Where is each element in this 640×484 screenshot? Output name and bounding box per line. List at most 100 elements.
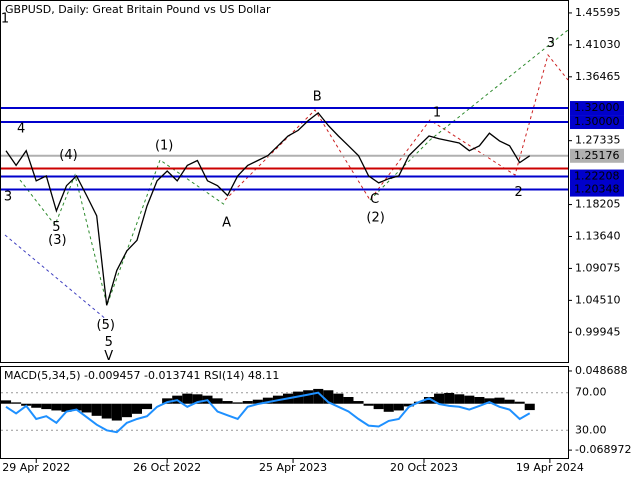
y-tick-label: 1.27335 bbox=[575, 134, 621, 147]
y-tick-label: 1.13640 bbox=[575, 229, 621, 242]
y-tick-label: 1.18205 bbox=[575, 198, 621, 211]
macd-bar bbox=[11, 402, 22, 404]
macd-bar bbox=[1, 400, 12, 404]
y-tick-label: 1.04510 bbox=[575, 293, 621, 306]
x-tick-label: 26 Oct 2022 bbox=[133, 461, 201, 474]
macd-bar bbox=[323, 390, 334, 404]
macd-bar bbox=[454, 394, 465, 404]
level-label: 1.30000 bbox=[574, 115, 620, 128]
wave-label: A bbox=[222, 215, 231, 230]
level-label: 1.22208 bbox=[574, 170, 620, 183]
wave-label: C bbox=[370, 192, 379, 207]
macd-bar bbox=[393, 403, 404, 411]
wave-label: (5) bbox=[97, 318, 115, 333]
wave-label: 2 bbox=[515, 185, 523, 200]
macd-bar bbox=[111, 403, 122, 421]
macd-bar bbox=[373, 403, 384, 410]
y-tick-label: 1.09075 bbox=[575, 261, 621, 274]
wave-label: 1 bbox=[1, 12, 9, 27]
wave-label: (4) bbox=[59, 148, 77, 163]
y-tick-label: 0.99945 bbox=[575, 325, 621, 338]
y-tick-label: 1.36465 bbox=[575, 70, 621, 83]
macd-bar bbox=[192, 394, 203, 404]
wave-label: V bbox=[104, 349, 113, 364]
wave-label: (2) bbox=[366, 210, 384, 225]
macd-bar bbox=[444, 392, 455, 404]
macd-bar bbox=[61, 403, 72, 412]
wave-label: 5 bbox=[105, 335, 113, 350]
macd-bar bbox=[363, 403, 374, 406]
wave-line bbox=[4, 234, 108, 321]
level-label: 1.25176 bbox=[574, 149, 620, 162]
macd-bar bbox=[343, 396, 354, 404]
wave-label: (3) bbox=[48, 233, 66, 248]
macd-bar bbox=[242, 401, 253, 404]
macd-bar bbox=[434, 393, 445, 404]
wave-line bbox=[369, 29, 569, 201]
x-tick-label: 19 Apr 2024 bbox=[516, 461, 584, 474]
macd-bar bbox=[464, 395, 475, 404]
y2-tick-label: -0.068972 bbox=[575, 443, 631, 456]
macd-bar bbox=[232, 402, 243, 404]
macd-bar bbox=[182, 393, 193, 404]
wave-label: 3 bbox=[4, 189, 12, 204]
x-tick-label: 25 Apr 2023 bbox=[259, 461, 327, 474]
level-box bbox=[570, 169, 624, 184]
wave-label: B bbox=[313, 89, 322, 104]
macd-bar bbox=[353, 401, 364, 404]
macd-bar bbox=[212, 398, 223, 404]
indicator-title: MACD(5,34,5) -0.009457 -0.013741 RSI(14)… bbox=[4, 369, 279, 382]
y-tick-label: 1.45595 bbox=[575, 6, 621, 19]
macd-bar bbox=[222, 401, 233, 404]
macd-bar bbox=[162, 398, 173, 404]
wave-lines bbox=[4, 29, 569, 321]
price-panel bbox=[0, 0, 569, 363]
macd-bar bbox=[474, 396, 485, 404]
wave-label: 3 bbox=[547, 36, 555, 51]
macd-bar bbox=[303, 390, 314, 404]
macd-bar bbox=[313, 388, 324, 404]
macd-bar bbox=[504, 399, 515, 404]
macd-bar bbox=[423, 396, 435, 404]
macd-bar bbox=[524, 403, 535, 411]
wave-label: (1) bbox=[155, 138, 173, 153]
x-tick-label: 20 Oct 2023 bbox=[390, 461, 458, 474]
chart-title: GBPUSD, Daily: Great Britain Pound vs US… bbox=[5, 3, 271, 16]
macd-bar bbox=[31, 403, 42, 408]
macd-bar bbox=[494, 397, 505, 404]
rsi-line bbox=[5, 391, 531, 434]
macd-bar bbox=[514, 401, 525, 404]
macd-bar bbox=[121, 403, 132, 418]
level-box bbox=[570, 115, 624, 130]
wave-label: 5 bbox=[52, 220, 60, 235]
wave-label: 4 bbox=[17, 122, 25, 137]
y-tick-label: 30.00 bbox=[575, 423, 607, 436]
level-box bbox=[570, 182, 624, 197]
macd-bar bbox=[403, 403, 414, 407]
y-tick-label: 1.41030 bbox=[575, 38, 621, 51]
y-tick-label: 70.00 bbox=[575, 386, 607, 399]
macd-bar bbox=[51, 403, 62, 411]
macd-bar bbox=[333, 393, 344, 404]
wave-label: 1 bbox=[433, 105, 441, 120]
macd-bar bbox=[293, 391, 304, 404]
macd-bar bbox=[262, 397, 273, 404]
level-label: 1.32000 bbox=[574, 101, 620, 114]
macd-bar bbox=[41, 403, 52, 410]
level-box bbox=[570, 148, 624, 163]
x-tick-label: 29 Apr 2022 bbox=[2, 461, 70, 474]
indicator-panel bbox=[0, 366, 569, 459]
macd-bar bbox=[91, 403, 102, 416]
wave-line bbox=[224, 53, 569, 201]
macd-bar bbox=[141, 403, 153, 410]
y2-tick-label: 0.048688 bbox=[575, 364, 628, 377]
macd-bar bbox=[81, 403, 92, 413]
price-line bbox=[5, 111, 531, 306]
macd-bar bbox=[252, 399, 263, 404]
macd-bar bbox=[101, 403, 112, 419]
macd-bar bbox=[383, 403, 394, 412]
macd-bar bbox=[131, 403, 142, 414]
level-box bbox=[570, 101, 624, 116]
level-label: 1.20348 bbox=[574, 183, 620, 196]
